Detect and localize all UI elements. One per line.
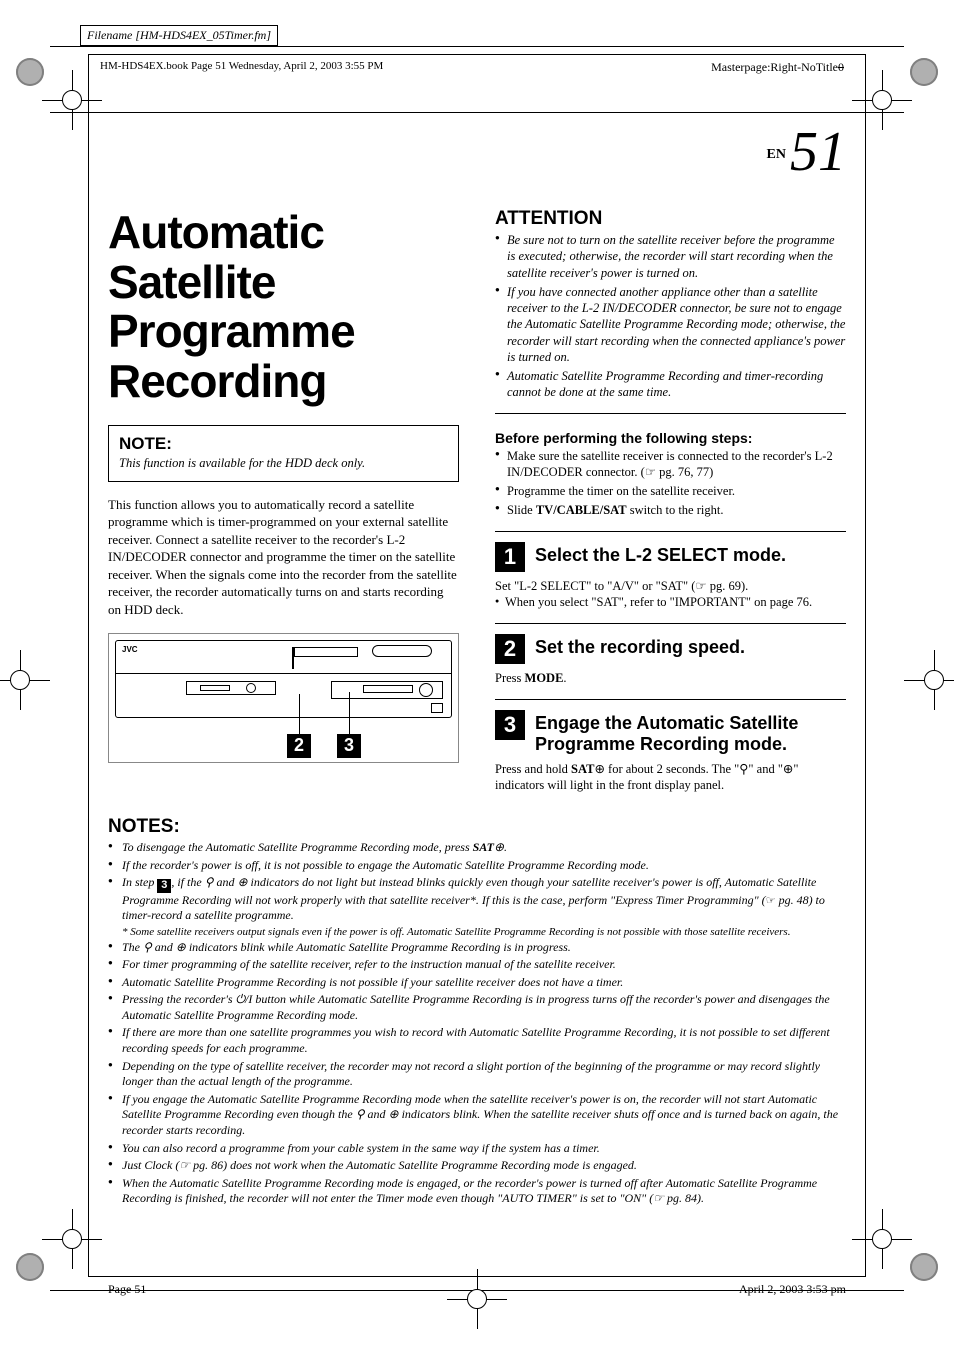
step-1: 1 Select the L-2 SELECT mode. — [495, 542, 846, 572]
step-3: 3 Engage the Automatic Satellite Program… — [495, 710, 846, 754]
step-number-badge: 1 — [495, 542, 525, 572]
before-item: Programme the timer on the satellite rec… — [495, 483, 846, 499]
step-body: Press MODE. — [495, 670, 846, 687]
separator — [495, 413, 846, 414]
notes-item: When the Automatic Satellite Programme R… — [108, 1176, 846, 1207]
before-item: Slide TV/CABLE/SAT switch to the right. — [495, 502, 846, 518]
device-brand: JVC — [122, 645, 138, 654]
device-figure: JVC 2 3 — [108, 633, 459, 763]
crop-line — [50, 46, 904, 47]
note-body: This function is available for the HDD d… — [119, 456, 448, 471]
registration-mark — [447, 1269, 507, 1329]
corner-rosette — [16, 58, 44, 86]
page-title: Automatic Satellite Programme Recording — [108, 208, 459, 407]
footer-page: Page 51 — [108, 1282, 146, 1297]
filename-tag: Filename [HM-HDS4EX_05Timer.fm] — [80, 25, 278, 46]
notes-item: In step 3, if the ⚲ and ⊕ indicators do … — [108, 875, 846, 923]
left-column: Automatic Satellite Programme Recording … — [108, 208, 459, 794]
separator — [495, 531, 846, 532]
before-item: Make sure the satellite receiver is conn… — [495, 448, 846, 481]
separator — [495, 623, 846, 624]
notes-heading: NOTES: — [108, 816, 846, 838]
step-2: 2 Set the recording speed. — [495, 634, 846, 664]
notes-item: Just Clock (☞ pg. 86) does not work when… — [108, 1158, 846, 1174]
attention-item: Be sure not to turn on the satellite rec… — [495, 232, 846, 281]
device-outline: JVC — [115, 640, 452, 718]
step-title: Engage the Automatic Satellite Programme… — [535, 710, 846, 754]
corner-rosette — [910, 1253, 938, 1281]
notes-item: If you engage the Automatic Satellite Pr… — [108, 1092, 846, 1139]
step-title: Select the L-2 SELECT mode. — [535, 542, 786, 566]
before-heading: Before performing the following steps: — [495, 430, 846, 446]
step-title: Set the recording speed. — [535, 634, 745, 658]
step-body: Press and hold SAT⊕ for about 2 seconds.… — [495, 761, 846, 795]
right-column: ATTENTION Be sure not to turn on the sat… — [495, 208, 846, 794]
notes-list: To disengage the Automatic Satellite Pro… — [108, 840, 846, 924]
separator — [495, 699, 846, 700]
note-box: NOTE: This function is available for the… — [108, 425, 459, 482]
notes-item: For timer programming of the satellite r… — [108, 957, 846, 973]
step-number-badge: 2 — [495, 634, 525, 664]
intro-text: This function allows you to automaticall… — [108, 496, 459, 619]
notes-item: The ⚲ and ⊕ indicators blink while Autom… — [108, 940, 846, 956]
notes-item: You can also record a programme from you… — [108, 1141, 846, 1157]
registration-mark — [904, 650, 954, 710]
step-body: Set "L-2 SELECT" to "A/V" or "SAT" (☞ pg… — [495, 578, 846, 612]
star-footnote: * Some satellite receivers output signal… — [108, 926, 846, 940]
notes-item: To disengage the Automatic Satellite Pro… — [108, 840, 846, 856]
attention-heading: ATTENTION — [495, 208, 846, 230]
notes-item: If the recorder's power is off, it is no… — [108, 858, 846, 874]
page-content: EN 51 Automatic Satellite Programme Reco… — [108, 120, 846, 1209]
registration-mark — [0, 650, 50, 710]
notes-list-cont: The ⚲ and ⊕ indicators blink while Autom… — [108, 940, 846, 1208]
footer-date: April 2, 2003 3:53 pm — [739, 1282, 846, 1297]
corner-rosette — [16, 1253, 44, 1281]
step-number-badge: 3 — [495, 710, 525, 740]
notes-item: Pressing the recorder's ⏻/I button while… — [108, 992, 846, 1023]
callout-line — [299, 694, 300, 734]
attention-list: Be sure not to turn on the satellite rec… — [495, 232, 846, 401]
callout-line — [349, 692, 350, 734]
notes-item: If there are more than one satellite pro… — [108, 1025, 846, 1056]
attention-item: If you have connected another appliance … — [495, 284, 846, 365]
note-heading: NOTE: — [119, 434, 448, 454]
attention-item: Automatic Satellite Programme Recording … — [495, 368, 846, 401]
corner-rosette — [910, 58, 938, 86]
before-list: Make sure the satellite receiver is conn… — [495, 448, 846, 519]
page-number: EN 51 — [108, 120, 846, 184]
callout-badge-3: 3 — [337, 734, 361, 758]
callout-badge-2: 2 — [287, 734, 311, 758]
notes-item: Automatic Satellite Programme Recording … — [108, 975, 846, 991]
notes-item: Depending on the type of satellite recei… — [108, 1059, 846, 1090]
